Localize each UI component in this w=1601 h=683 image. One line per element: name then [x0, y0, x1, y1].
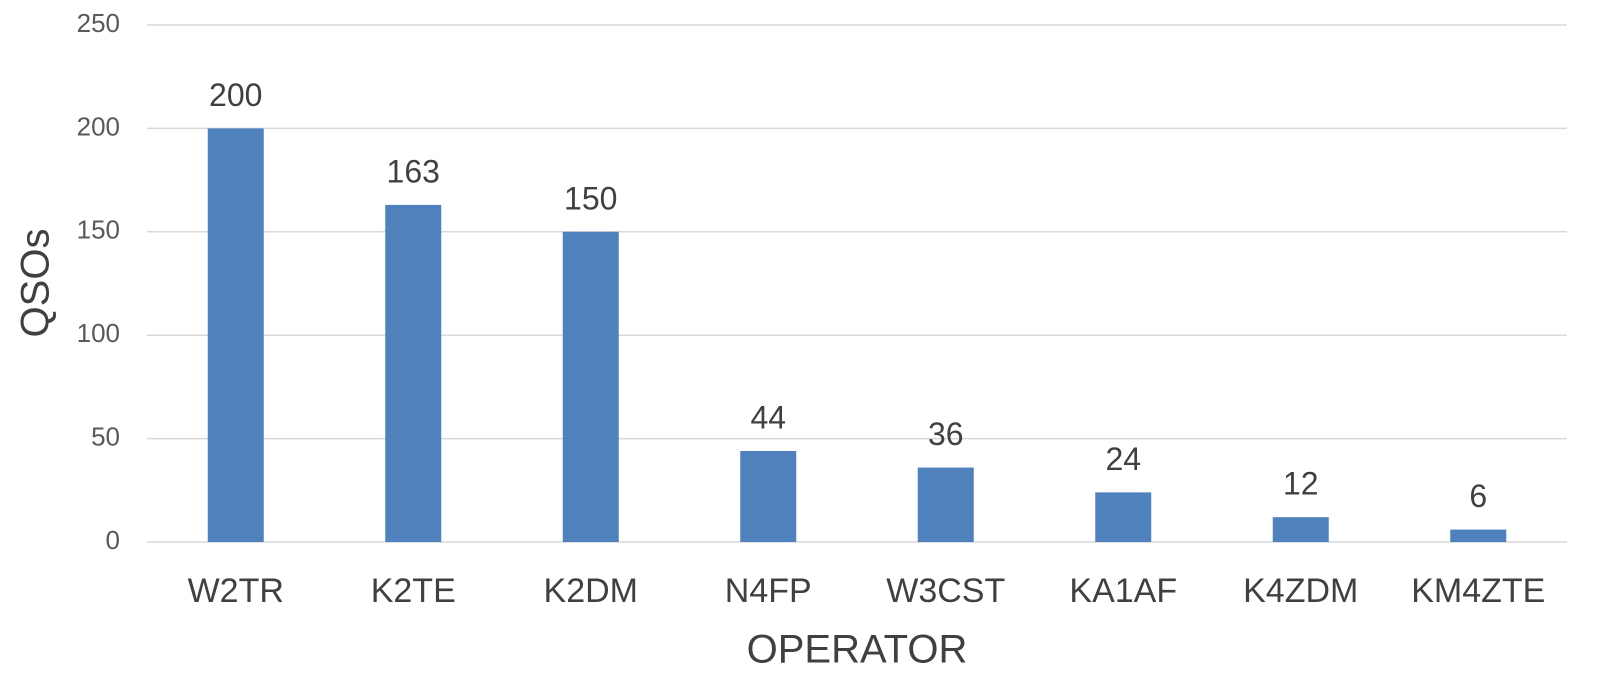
x-tick-label: K2DM: [544, 572, 638, 610]
bar: [917, 467, 974, 542]
x-tick-label: KM4ZTE: [1411, 572, 1545, 610]
bar: [562, 231, 619, 543]
y-tick-label: 250: [77, 8, 120, 38]
bar: [1272, 517, 1329, 542]
y-axis-title: QSOs: [14, 229, 58, 338]
x-tick-label: K4ZDM: [1243, 572, 1358, 610]
data-label: 200: [209, 77, 262, 113]
x-tick-label: KA1AF: [1069, 572, 1177, 610]
bar: [385, 204, 442, 542]
data-label: 24: [1105, 441, 1141, 477]
y-tick-label: 0: [106, 525, 120, 555]
x-tick-label: W3CST: [886, 572, 1005, 610]
data-label: 163: [387, 153, 440, 189]
x-tick-label: N4FP: [725, 572, 812, 610]
data-label: 44: [750, 399, 786, 435]
x-axis-title: OPERATOR: [747, 628, 968, 672]
bar: [1095, 492, 1152, 542]
data-label: 12: [1283, 466, 1319, 502]
data-label: 150: [564, 180, 617, 216]
y-tick-label: 100: [77, 318, 120, 348]
y-tick-label: 50: [91, 421, 120, 451]
bar: [1450, 529, 1507, 542]
data-label: 36: [928, 416, 964, 452]
bar: [207, 128, 264, 542]
bar: [740, 451, 797, 542]
y-tick-label: 200: [77, 111, 120, 141]
data-label: 6: [1469, 478, 1487, 514]
x-tick-label: K2TE: [371, 572, 456, 610]
x-tick-label: W2TR: [188, 572, 284, 610]
y-tick-label: 150: [77, 215, 120, 245]
